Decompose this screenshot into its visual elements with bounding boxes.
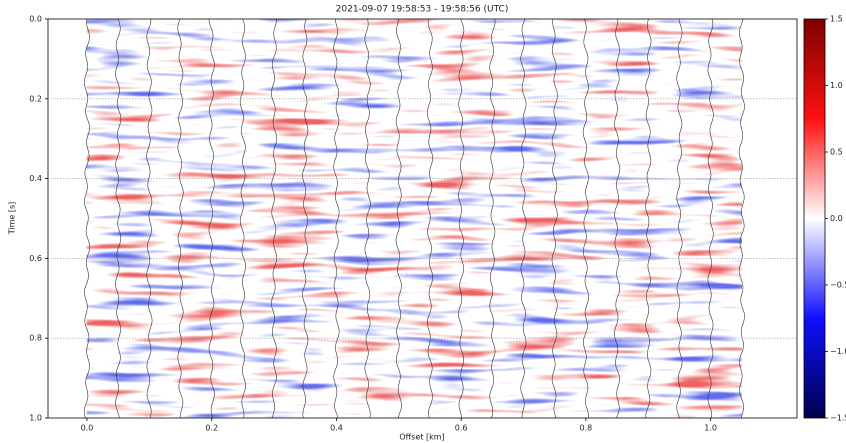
colorbar-tick-label: 1.0	[830, 81, 843, 90]
seismic-image	[83, 18, 745, 419]
y-axis-label: Time [s]	[8, 202, 17, 236]
colorbar-tick-label: −1.0	[830, 347, 846, 356]
wiggle-trace	[177, 18, 184, 419]
y-tick-label: 0.0	[29, 15, 42, 24]
wiggle-trace	[302, 18, 309, 419]
wiggle-trace	[364, 18, 371, 419]
colorbar	[803, 18, 826, 419]
wiggle-trace	[645, 18, 652, 419]
y-tick-label: 0.4	[29, 174, 42, 183]
wiggle-trace	[115, 18, 122, 419]
x-tick-label: 0.8	[580, 424, 593, 433]
wiggle-trace	[489, 18, 496, 419]
plot-frame	[47, 18, 798, 419]
wiggle-trace	[458, 18, 465, 419]
seismic-texture	[86, 19, 742, 418]
x-tick-label: 0.6	[455, 424, 468, 433]
wiggle-trace	[676, 18, 683, 419]
wiggle-trace	[738, 18, 745, 419]
x-tick-label: 0.4	[330, 424, 343, 433]
colorbar-tick-label: 0.5	[830, 148, 843, 157]
colorbar-tick-label: −1.5	[830, 414, 846, 423]
wiggle-trace	[707, 18, 714, 419]
y-tick-label: 0.2	[29, 94, 42, 103]
wiggle-trace	[613, 19, 621, 419]
wiggle-trace	[270, 18, 278, 419]
y-tick-label: 0.6	[29, 254, 42, 263]
x-tick-label: 0.2	[205, 424, 218, 433]
x-tick-label: 1.0	[704, 424, 717, 433]
wiggle-trace	[83, 18, 91, 419]
wiggle-trace	[208, 18, 215, 419]
wiggle-trace	[333, 18, 340, 419]
wiggle-trace	[426, 18, 434, 419]
colorbar-tick-label: 0.0	[830, 214, 843, 223]
y-tick-label: 1.0	[29, 414, 42, 423]
x-axis-label: Offset [km]	[399, 433, 444, 442]
chart-title: 2021-09-07 19:58:53 - 19:58:56 (UTC)	[336, 5, 509, 15]
wiggle-trace	[146, 19, 153, 419]
colorbar-tick-label: −0.5	[830, 281, 846, 290]
colorbar-tick-label: 1.5	[830, 15, 843, 24]
wiggle-trace	[551, 18, 558, 419]
wiggle-trace	[520, 18, 527, 418]
x-tick-label: 0.0	[81, 424, 94, 433]
y-tick-label: 0.8	[29, 334, 42, 343]
wiggle-trace	[395, 18, 402, 419]
wiggle-trace	[239, 18, 246, 419]
wiggle-trace	[582, 18, 589, 419]
